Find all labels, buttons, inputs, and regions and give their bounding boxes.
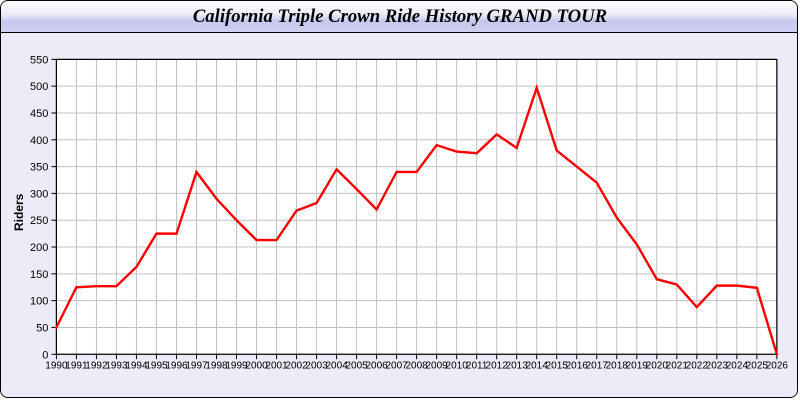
svg-text:350: 350 bbox=[30, 162, 48, 174]
svg-text:2010: 2010 bbox=[446, 360, 469, 371]
svg-text:300: 300 bbox=[30, 188, 48, 200]
svg-text:100: 100 bbox=[30, 296, 48, 308]
svg-text:150: 150 bbox=[30, 269, 48, 281]
svg-text:50: 50 bbox=[36, 322, 48, 334]
svg-text:550: 550 bbox=[30, 54, 48, 66]
svg-text:500: 500 bbox=[30, 81, 48, 93]
svg-text:200: 200 bbox=[30, 242, 48, 254]
svg-text:450: 450 bbox=[30, 108, 48, 120]
svg-text:2026: 2026 bbox=[766, 360, 789, 371]
svg-text:2011: 2011 bbox=[466, 360, 488, 371]
svg-text:400: 400 bbox=[30, 135, 48, 147]
